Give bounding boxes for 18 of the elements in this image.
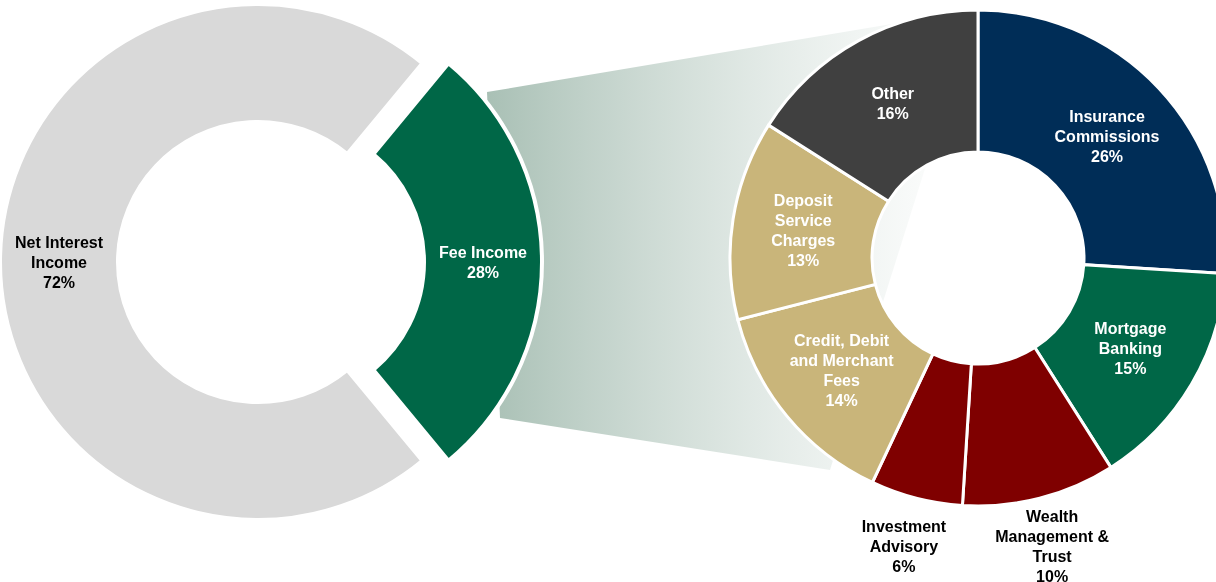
data-label: 16% [876,104,909,122]
slice-label: Deposit Service Charges [771,191,836,249]
slice-label: Net Interest Income [14,233,104,271]
data-label: 14% [825,392,858,410]
data-label: 26% [1091,148,1124,166]
data-label: 15% [1114,359,1147,377]
slice-label: Investment Advisory [861,518,947,556]
slice-label: Credit, Debit and Merchant Fees [789,332,895,390]
data-label: 72% [42,273,76,291]
data-label: 6% [892,558,916,576]
data-label: 13% [787,251,820,269]
slice-label: Mortgage Banking [1094,319,1167,357]
slice-label: Other [871,84,915,102]
data-label: 28% [466,263,500,281]
slice-label: Wealth Management & Trust [995,508,1110,566]
data-label: 10% [1036,568,1069,582]
slice-label: Insurance Commissions [1054,108,1160,146]
slice-label: Fee Income [438,243,528,261]
